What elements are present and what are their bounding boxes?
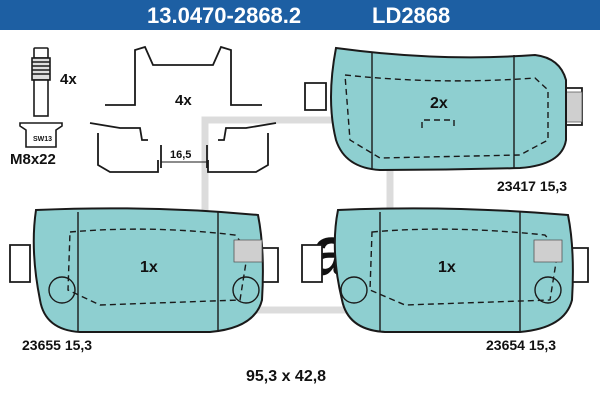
- brake-pad-bottom-right: [301, 207, 589, 333]
- part-number: 13.0470-2868.2: [147, 3, 302, 28]
- ld-code: LD2868: [372, 3, 451, 28]
- clip-dimension-label: 16,5: [170, 149, 191, 161]
- diagram-canvas: ate SW13 4x M8x22 4x 16,5 2x 23417 15,3: [9, 45, 589, 385]
- pad-dimensions-label: 95,3 x 42,8: [246, 368, 326, 385]
- brake-pad-bottom-left: [9, 207, 279, 333]
- bottom-left-pad-quantity-label: 1x: [140, 259, 158, 276]
- clip-quantity-label: 4x: [175, 92, 192, 109]
- bolt-size-label: M8x22: [10, 151, 56, 168]
- top-pad-spec-label: 23417 15,3: [497, 178, 567, 194]
- bottom-left-pad-spec-label: 23655 15,3: [22, 337, 92, 353]
- clip-icon: [89, 45, 277, 173]
- bolt-quantity-label: 4x: [60, 71, 77, 88]
- bolt-head-label: SW13: [33, 136, 52, 143]
- top-pad-quantity-label: 2x: [430, 95, 448, 112]
- bottom-right-pad-quantity-label: 1x: [438, 259, 456, 276]
- bottom-right-pad-spec-label: 23654 15,3: [486, 337, 556, 353]
- brake-pad-top: [304, 46, 583, 172]
- header-bar: 13.0470-2868.2 LD2868: [0, 0, 600, 30]
- bolt-icon: [19, 47, 63, 148]
